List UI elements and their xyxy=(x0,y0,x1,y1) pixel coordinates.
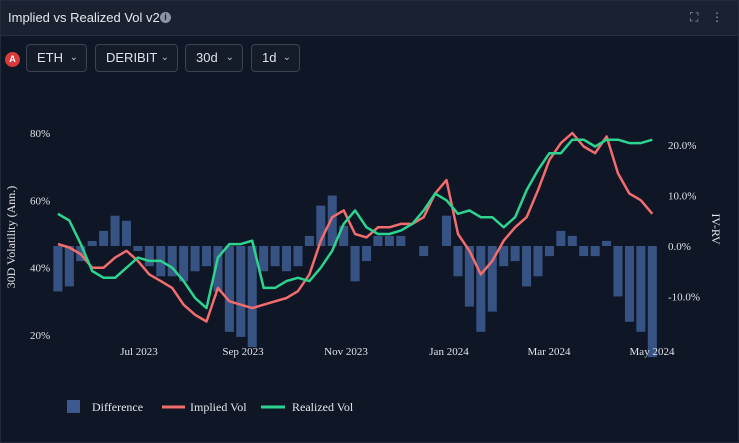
interval-select[interactable]: 1d ⌄ xyxy=(251,44,300,72)
difference-bar xyxy=(647,246,657,358)
x-axis-tick-label: Sep 2023 xyxy=(222,346,264,358)
left-axis-tick-label: 20% xyxy=(30,330,50,342)
realized-vol-line xyxy=(57,138,653,310)
difference-bar xyxy=(247,246,257,347)
difference-bar xyxy=(144,246,154,267)
legend-label: Implied Vol xyxy=(190,400,247,414)
difference-bar xyxy=(259,246,269,272)
difference-bar xyxy=(522,246,532,287)
asset-select[interactable]: ETH ⌄ xyxy=(26,44,87,72)
legend-label: Realized Vol xyxy=(292,400,354,414)
difference-bar xyxy=(579,246,589,257)
x-axis-tick-label: Jan 2024 xyxy=(429,346,469,358)
difference-bar xyxy=(110,215,120,246)
chevron-down-icon: ⌄ xyxy=(69,52,78,63)
right-axis-tick-label: 10.0% xyxy=(668,191,696,203)
difference-bar xyxy=(499,246,509,267)
expand-icon[interactable]: ⛶ xyxy=(690,10,699,24)
difference-bar xyxy=(87,240,97,246)
difference-bar xyxy=(453,246,463,277)
difference-bar xyxy=(624,246,634,322)
difference-bar xyxy=(179,246,189,282)
difference-bar xyxy=(442,215,452,246)
difference-bar xyxy=(133,246,143,252)
difference-bar xyxy=(567,235,577,246)
difference-bar xyxy=(487,246,497,312)
difference-bar xyxy=(373,235,383,246)
interval-select-value: 1d xyxy=(262,50,277,65)
x-axis-tick-label: Nov 2023 xyxy=(324,346,368,358)
difference-bar xyxy=(384,235,394,246)
difference-bar xyxy=(636,246,646,332)
difference-bar xyxy=(316,205,326,246)
chevron-down-icon: ⌄ xyxy=(160,52,169,63)
right-axis-tick-label: -10.0% xyxy=(668,292,700,304)
difference-bar xyxy=(339,225,349,246)
asset-select-value: ETH xyxy=(37,50,63,65)
difference-bar xyxy=(476,246,486,332)
legend: Difference Implied Vol Realized Vol xyxy=(67,400,354,414)
x-axis-ticks: Jul 2023 Sep 2023 Nov 2023 Jan 2024 Mar 2024… xyxy=(120,346,675,358)
controls-bar: A ETH ⌄ DERIBIT ⌄ 30d ⌄ 1d ⌄ xyxy=(1,44,738,74)
difference-bar xyxy=(53,246,63,292)
right-axis-tick-label: 0.0% xyxy=(668,241,691,253)
difference-bar xyxy=(304,235,314,246)
window-select-value: 30d xyxy=(196,50,218,65)
left-axis-tick-label: 60% xyxy=(30,195,50,207)
difference-bar xyxy=(327,195,337,246)
difference-bar xyxy=(190,246,200,272)
difference-bar xyxy=(121,220,132,246)
left-axis-tick-label: 40% xyxy=(30,263,50,275)
legend-label: Difference xyxy=(92,400,143,414)
legend-difference-swatch xyxy=(67,400,80,413)
difference-bar xyxy=(236,246,246,337)
left-axis-tick-label: 80% xyxy=(30,128,50,140)
window-select[interactable]: 30d ⌄ xyxy=(185,44,243,72)
right-axis-ticks: -10.0% 0.0% 10.0% 20.0% xyxy=(668,140,700,304)
right-axis-tick-label: 20.0% xyxy=(668,140,696,152)
left-axis-label: 30D Volatility (Ann.) xyxy=(4,186,18,289)
difference-bar xyxy=(167,246,177,277)
x-axis-tick-label: May 2024 xyxy=(630,346,675,358)
exchange-select-value: DERIBIT xyxy=(106,50,158,65)
x-axis-tick-label: Jul 2023 xyxy=(120,346,158,358)
difference-bar xyxy=(419,246,429,257)
difference-bar xyxy=(464,246,474,307)
difference-bar xyxy=(213,246,223,292)
difference-bar xyxy=(293,246,303,267)
alert-badge: A xyxy=(5,52,20,67)
panel-header: Implied vs Realized Vol v2 i ⛶ ⋮ xyxy=(1,1,738,36)
chart-svg: 20% 40% 60% 80% -10.0% 0.0% 10.0% 20.0% Jul 20… xyxy=(4,128,723,414)
difference-bar xyxy=(201,246,212,267)
difference-bar xyxy=(281,246,292,272)
exchange-select[interactable]: DERIBIT ⌄ xyxy=(95,44,178,72)
difference-bar xyxy=(556,230,566,246)
difference-bar xyxy=(64,246,74,287)
difference-bar xyxy=(602,240,612,246)
difference-bar xyxy=(99,230,109,246)
kebab-menu-icon[interactable]: ⋮ xyxy=(711,10,723,24)
difference-bar xyxy=(224,246,234,332)
x-axis-tick-label: Mar 2024 xyxy=(527,346,571,358)
difference-bars xyxy=(53,195,657,358)
difference-bar xyxy=(590,246,600,257)
difference-bar xyxy=(396,235,406,246)
difference-bar xyxy=(270,246,280,267)
info-icon[interactable]: i xyxy=(160,12,171,23)
chevron-down-icon: ⌄ xyxy=(282,52,291,63)
difference-bar xyxy=(350,246,360,282)
difference-bar xyxy=(362,246,372,262)
difference-bar xyxy=(533,246,543,277)
right-axis-label: IV-RV xyxy=(709,213,723,245)
panel-title: Implied vs Realized Vol v2 xyxy=(8,10,160,25)
left-axis-ticks: 20% 40% 60% 80% xyxy=(30,128,50,342)
difference-bar xyxy=(613,246,623,297)
difference-bar xyxy=(544,246,554,257)
chevron-down-icon: ⌄ xyxy=(225,52,234,63)
implied-vol-line xyxy=(57,131,654,323)
difference-bar xyxy=(510,246,520,262)
